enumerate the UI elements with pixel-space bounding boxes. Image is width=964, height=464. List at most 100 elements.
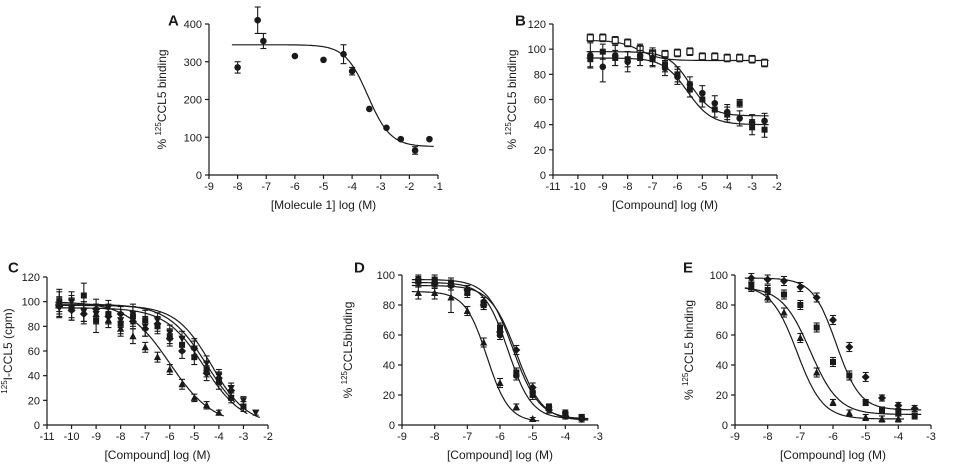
y-tick-label: 0 bbox=[389, 420, 395, 432]
data-point bbox=[129, 332, 137, 340]
x-tick-label: -3 bbox=[747, 181, 757, 193]
data-point bbox=[528, 383, 537, 392]
data-point bbox=[749, 124, 756, 131]
series-Molecule-1 bbox=[231, 6, 434, 155]
data-point bbox=[829, 316, 837, 324]
data-point bbox=[215, 408, 223, 416]
data-point bbox=[711, 106, 718, 113]
fit-curve bbox=[411, 281, 589, 420]
y-tick-label: 80 bbox=[716, 300, 728, 312]
x-tick-label: -8 bbox=[116, 431, 126, 443]
x-tick-label: -11 bbox=[545, 181, 560, 193]
data-point bbox=[512, 346, 521, 354]
y-tick-label: 20 bbox=[28, 395, 40, 407]
y-tick-label: 100 bbox=[22, 297, 40, 309]
panel-letter: E bbox=[683, 259, 693, 276]
chart-panel-d: D -9 -8 -7 -6 -5 -4 -3 0 20 40 60 80 100 [Compound] lo… bbox=[340, 259, 603, 462]
x-tick-label: -5 bbox=[319, 181, 329, 193]
data-point bbox=[496, 379, 504, 386]
data-point bbox=[512, 403, 520, 410]
y-axis-title-prefix: % bbox=[682, 386, 696, 400]
y-tick-label: 80 bbox=[534, 69, 546, 81]
fit-curve bbox=[744, 277, 922, 411]
y-axis-title-prefix: % bbox=[505, 136, 519, 150]
data-point bbox=[895, 410, 902, 416]
data-point bbox=[861, 373, 870, 381]
data-point bbox=[586, 34, 594, 42]
data-point bbox=[153, 319, 162, 328]
data-point bbox=[190, 344, 199, 353]
x-tick-label: -9 bbox=[204, 181, 214, 193]
data-point bbox=[879, 407, 885, 413]
y-axis-title: % 125CCL5binding bbox=[340, 302, 355, 399]
data-point bbox=[698, 53, 706, 61]
data-point bbox=[426, 135, 433, 143]
data-point bbox=[383, 124, 390, 132]
data-point bbox=[545, 406, 553, 414]
y-axis-title-prefix: % bbox=[341, 384, 355, 398]
y-axis-title: % 125CCL5 binding bbox=[154, 49, 169, 149]
data-point bbox=[699, 96, 706, 103]
y-tick-label: 100 bbox=[528, 44, 546, 56]
data-point bbox=[637, 54, 644, 61]
y-tick-label: 0 bbox=[196, 170, 202, 182]
x-tick-label: -8 bbox=[763, 431, 773, 443]
y-tick-label: 60 bbox=[383, 330, 395, 342]
panel-letter: C bbox=[8, 259, 19, 276]
y-tick-label: 40 bbox=[716, 360, 728, 372]
data-point bbox=[104, 304, 112, 312]
data-point bbox=[561, 412, 570, 420]
y-tick-label: 100 bbox=[377, 270, 395, 282]
data-point bbox=[599, 48, 606, 55]
data-point bbox=[116, 310, 125, 318]
data-point bbox=[529, 415, 537, 422]
data-point bbox=[780, 277, 788, 285]
x-axis-title: [Compound] log (M) bbox=[104, 448, 210, 462]
data-point bbox=[79, 310, 88, 318]
data-point bbox=[214, 374, 223, 383]
x-tick-label: -3 bbox=[593, 431, 603, 443]
data-point bbox=[764, 287, 771, 293]
data-point bbox=[796, 283, 805, 291]
x-tick-label: -11 bbox=[39, 431, 54, 443]
y-axis-title-main: CCL5 binding bbox=[155, 49, 169, 122]
data-point bbox=[397, 135, 405, 143]
y-tick-label: 0 bbox=[540, 170, 546, 182]
x-tick-label: -8 bbox=[430, 431, 440, 443]
x-tick-label: -3 bbox=[376, 181, 386, 193]
data-point bbox=[736, 115, 743, 122]
data-point bbox=[178, 347, 187, 355]
data-point bbox=[911, 413, 918, 419]
data-point bbox=[796, 334, 804, 341]
y-axis-title: 125I-CCL5 (cpm) bbox=[0, 308, 15, 393]
x-tick-label: -7 bbox=[648, 181, 658, 193]
x-tick-label: -9 bbox=[397, 431, 407, 443]
x-tick-label: -9 bbox=[91, 431, 101, 443]
y-axis-title-superscript: 125 bbox=[504, 122, 513, 136]
data-point bbox=[202, 369, 211, 378]
data-point bbox=[894, 415, 902, 422]
y-tick-label: 80 bbox=[28, 321, 40, 333]
data-point bbox=[141, 324, 150, 333]
x-tick-label: -6 bbox=[290, 181, 300, 193]
fit-curve bbox=[55, 307, 248, 415]
data-point bbox=[612, 54, 619, 61]
data-point bbox=[203, 401, 211, 409]
data-point bbox=[686, 48, 694, 56]
y-tick-label: 60 bbox=[28, 346, 40, 358]
data-point bbox=[599, 63, 607, 71]
data-point bbox=[411, 147, 419, 154]
y-tick-label: 100 bbox=[184, 132, 202, 144]
x-tick-label: -2 bbox=[772, 181, 782, 193]
x-tick-label: -8 bbox=[623, 181, 633, 193]
x-tick-label: -4 bbox=[722, 181, 732, 193]
data-point bbox=[723, 54, 731, 62]
series-triangle bbox=[411, 281, 540, 422]
data-point bbox=[431, 289, 439, 296]
x-tick-label: -2 bbox=[404, 181, 414, 193]
y-tick-label: 60 bbox=[716, 330, 728, 342]
fit-curve bbox=[744, 287, 904, 420]
x-tick-label: -10 bbox=[64, 431, 80, 443]
x-tick-label: -6 bbox=[673, 181, 683, 193]
data-point bbox=[577, 415, 586, 423]
